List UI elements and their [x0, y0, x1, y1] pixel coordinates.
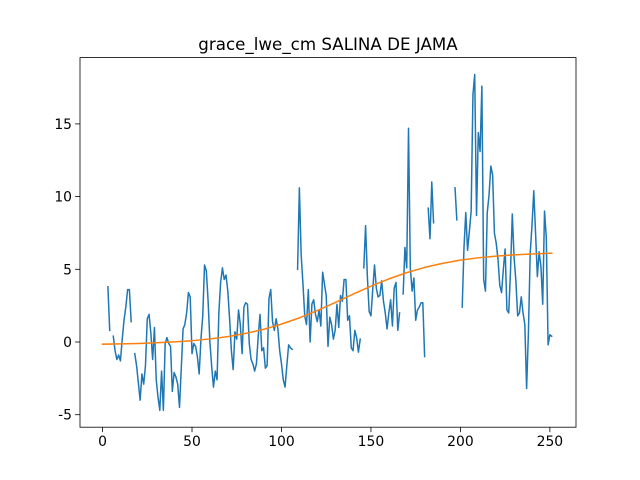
data-line	[107, 73, 553, 412]
data-line	[101, 252, 553, 345]
y-tick-label: 0	[63, 335, 72, 351]
y-tick-label: 5	[63, 262, 72, 278]
chart-title: grace_lwe_cm SALINA DE JAMA	[198, 34, 458, 55]
x-tick-label: 200	[447, 434, 474, 450]
y-tick-label: 15	[54, 117, 72, 133]
x-tick-label: 50	[183, 434, 201, 450]
x-tick-label: 150	[358, 434, 385, 450]
x-tick-label: 100	[268, 434, 295, 450]
plot-frame	[79, 57, 577, 428]
x-tick-label: 0	[98, 434, 107, 450]
x-tick-label: 250	[537, 434, 564, 450]
y-tick-label: -5	[58, 408, 72, 424]
y-tick-label: 10	[54, 190, 72, 206]
